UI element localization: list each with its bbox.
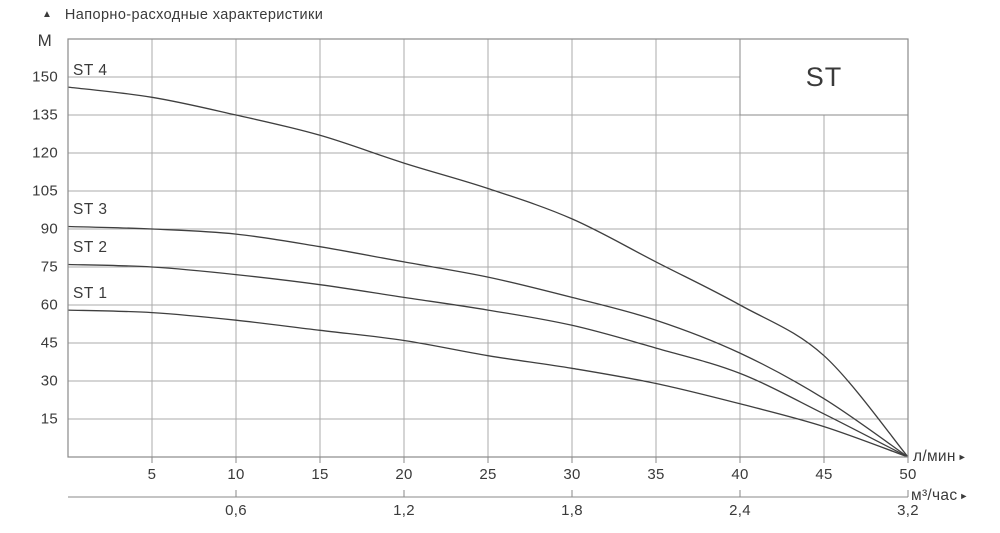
x-axis-primary-arrow-icon: ►: [957, 451, 967, 462]
y-tick-label: 75: [40, 258, 58, 276]
x-axis-secondary-arrow-icon: ►: [959, 490, 969, 501]
x-tick-label: 40: [731, 466, 749, 483]
curve-st-2: [67, 263, 909, 458]
x-tick-label: 10: [227, 466, 245, 483]
y-tick-label: 150: [32, 68, 58, 86]
curve-label-st-2: ST 2: [73, 239, 108, 257]
x-tick-label: 25: [479, 466, 497, 483]
y-tick-label: 30: [40, 372, 58, 390]
y-tick-label: 135: [32, 106, 58, 124]
legend-label: ST: [805, 61, 843, 92]
y-tick-label: 105: [32, 182, 58, 200]
x-tick-label: 50: [899, 466, 917, 483]
chart-title: Напорно-расходные характеристики: [64, 7, 324, 23]
secondary-tick-label: 3,2: [897, 502, 919, 519]
curve-label-st-1: ST 1: [73, 285, 108, 303]
secondary-tick-label: 1,2: [393, 502, 415, 519]
plot-border: [67, 38, 909, 458]
secondary-tick-label: 2,4: [729, 502, 751, 519]
x-axis-primary-unit-label: л/мин: [913, 448, 956, 465]
curve-st-1: [67, 309, 909, 458]
x-axis-secondary-unit: м³/час ►: [911, 487, 969, 505]
x-axis-secondary-unit-label: м³/час: [911, 487, 958, 504]
x-axis-primary-unit: л/мин ►: [913, 448, 967, 466]
chart-header: ▲ Напорно-расходные характеристики: [42, 7, 323, 23]
y-tick-label: 120: [32, 144, 58, 162]
x-tick-label: 5: [147, 466, 157, 483]
curve-st-3: [67, 225, 909, 458]
x-tick-label: 20: [395, 466, 413, 483]
y-axis-arrow-icon: ▲: [42, 9, 52, 20]
legend-box: [739, 38, 909, 116]
x-tick-label: 15: [311, 466, 329, 483]
x-tick-label: 35: [647, 466, 665, 483]
x-tick-label: 30: [563, 466, 581, 483]
x-tick-label: 45: [815, 466, 833, 483]
y-tick-label: 15: [40, 410, 58, 428]
secondary-tick-label: 0,6: [225, 502, 247, 519]
y-tick-label: 45: [40, 334, 58, 352]
y-tick-label: 90: [40, 220, 58, 238]
y-axis-unit-label: М: [37, 31, 53, 50]
secondary-tick-label: 1,8: [561, 502, 583, 519]
curve-st-4: [67, 86, 909, 458]
curve-label-st-4: ST 4: [73, 62, 108, 80]
curve-label-st-3: ST 3: [73, 201, 108, 219]
y-tick-label: 60: [40, 296, 58, 314]
